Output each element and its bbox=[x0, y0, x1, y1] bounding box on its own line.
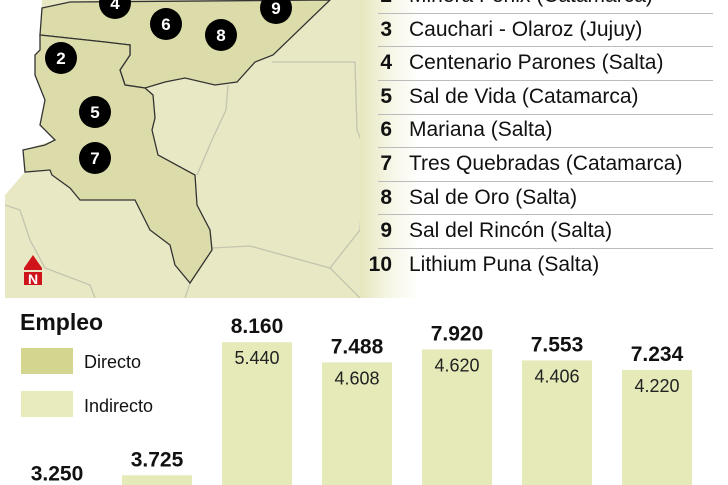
list-separator bbox=[378, 248, 713, 249]
project-name: Sal de Vida (Catamarca) bbox=[409, 84, 639, 108]
list-separator bbox=[378, 12, 713, 14]
list-separator bbox=[378, 180, 713, 182]
map-marker-7: 7 bbox=[79, 142, 111, 174]
marker-label: 6 bbox=[161, 15, 170, 34]
bar-total-label: 3.725 bbox=[131, 448, 184, 471]
marker-label: 2 bbox=[56, 49, 65, 68]
marker-circle bbox=[260, 0, 292, 24]
legend-swatch-indirecto bbox=[21, 391, 73, 417]
bar-segment-label: 4.406 bbox=[534, 366, 579, 386]
project-list-item: 4 Centenario Parones (Salta) bbox=[360, 46, 720, 80]
project-name: Tres Quebradas (Catamarca) bbox=[409, 152, 683, 175]
project-list: 2 Minera Fénix (Catamarca) 3 Cauchari - Ola… bbox=[360, 0, 720, 282]
legend-label-indirecto: Indirecto bbox=[84, 396, 154, 416]
marker-circle bbox=[150, 8, 182, 40]
bar-total-label: 8.160 bbox=[231, 315, 284, 338]
map-marker-6: 6 bbox=[150, 8, 182, 40]
bar-7 bbox=[622, 369, 692, 485]
project-list-item: 6 Mariana (Salta) bbox=[360, 113, 720, 147]
marker-label: 4 bbox=[110, 0, 120, 13]
project-name: Sal de Oro (Salta) bbox=[409, 185, 578, 209]
bar-total-label: 7.488 bbox=[331, 335, 384, 358]
project-name: Minera Fénix (Catamarca) bbox=[409, 0, 653, 13]
marker-label: 5 bbox=[90, 103, 99, 122]
province-catamarca bbox=[22, 34, 213, 285]
project-number: 9 bbox=[380, 219, 392, 243]
project-name: Centenario Parones (Salta) bbox=[409, 51, 664, 75]
map-marker-2: 2 bbox=[45, 42, 77, 74]
list-separator bbox=[378, 214, 713, 216]
project-list-item: 5 Sal de Vida (Catamarca) bbox=[360, 80, 720, 114]
bar-total-label: 7.234 bbox=[631, 343, 684, 366]
project-number: 10 bbox=[368, 252, 392, 276]
bar-total-label: 3.250 bbox=[31, 463, 84, 485]
project-number: 4 bbox=[380, 51, 392, 75]
bar-2 bbox=[122, 475, 192, 485]
chart-title: Empleo bbox=[20, 309, 104, 335]
bar-total-label: 7.553 bbox=[531, 333, 584, 356]
marker-circle bbox=[99, 0, 131, 19]
project-list-item: 3 Cauchari - Olaroz (Jujuy) bbox=[360, 13, 720, 47]
marker-label: 8 bbox=[216, 26, 225, 45]
bar-5 bbox=[422, 349, 492, 485]
bar-segment-label: 4.620 bbox=[434, 355, 479, 375]
project-name: Lithium Puna (Salta) bbox=[409, 252, 600, 276]
svg-text:N: N bbox=[28, 271, 38, 287]
project-list-item: 2 Minera Fénix (Catamarca) bbox=[360, 0, 720, 13]
bar-3 bbox=[222, 342, 292, 485]
list-separator bbox=[378, 113, 713, 115]
marker-circle bbox=[79, 142, 111, 174]
project-number: 8 bbox=[380, 185, 392, 209]
project-list-item: 10 Lithium Puna (Salta) bbox=[360, 248, 720, 282]
map-marker-8: 8 bbox=[205, 19, 237, 51]
bar-segment-label: 4.220 bbox=[634, 376, 679, 396]
employment-bar-chart: 3.250 3.725 8.160 5.440 7.488 4.608 7.920 4.620… bbox=[31, 315, 692, 485]
project-number: 2 bbox=[380, 0, 392, 13]
bar-4 bbox=[322, 362, 392, 485]
project-list-item: 8 Sal de Oro (Salta) bbox=[360, 181, 720, 215]
project-name: Sal del Rincón (Salta) bbox=[409, 219, 613, 243]
project-list-item: 9 Sal del Rincón (Salta) bbox=[360, 214, 720, 248]
lithium-projects-map: 2 4 5 6 7 8 9 N bbox=[0, 0, 370, 298]
marker-circle bbox=[45, 42, 77, 74]
project-name: Cauchari - Olaroz (Jujuy) bbox=[409, 17, 643, 41]
map-marker-5: 5 bbox=[79, 96, 111, 128]
project-number: 7 bbox=[380, 152, 392, 175]
north-logo: N bbox=[24, 255, 42, 287]
project-name: Mariana (Salta) bbox=[409, 118, 553, 142]
legend-swatch-directo bbox=[21, 348, 73, 374]
legend-label-directo: Directo bbox=[84, 352, 142, 372]
list-separator bbox=[378, 80, 713, 81]
bar-segment-label: 5.440 bbox=[234, 348, 279, 368]
bar-total-label: 7.920 bbox=[431, 322, 484, 345]
map-markers: 2 4 5 6 7 8 9 bbox=[45, 0, 292, 174]
marker-label: 7 bbox=[90, 149, 99, 168]
map-outside-area bbox=[0, 0, 55, 298]
bar-segment-label: 4.608 bbox=[334, 368, 379, 388]
project-list-item: 7 Tres Quebradas (Catamarca) bbox=[360, 147, 720, 181]
project-number: 6 bbox=[380, 118, 392, 142]
marker-circle bbox=[79, 96, 111, 128]
project-number: 5 bbox=[380, 84, 392, 108]
marker-circle bbox=[205, 19, 237, 51]
map-marker-9: 9 bbox=[260, 0, 292, 24]
bar-6 bbox=[522, 360, 592, 485]
list-separator bbox=[378, 147, 713, 149]
marker-label: 9 bbox=[271, 0, 280, 18]
project-number: 3 bbox=[380, 17, 392, 41]
list-separator bbox=[378, 46, 713, 48]
map-marker-4: 4 bbox=[99, 0, 131, 19]
